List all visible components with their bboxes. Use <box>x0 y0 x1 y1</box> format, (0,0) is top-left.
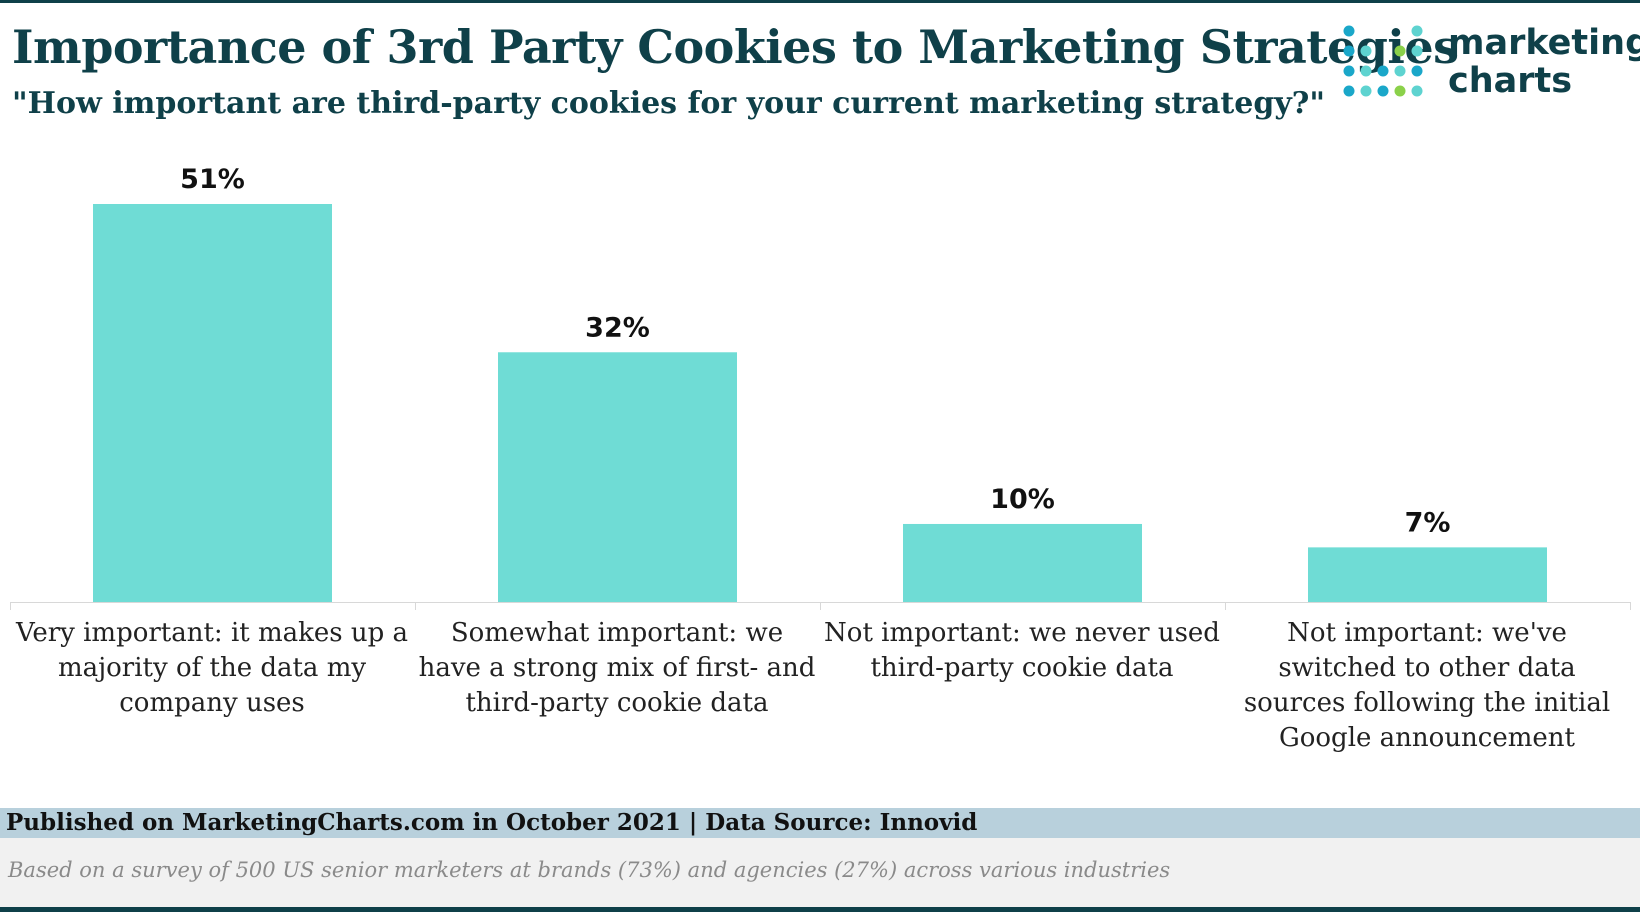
data-label-1: 51% <box>180 164 245 195</box>
logo-line-1: marketing <box>1448 23 1640 63</box>
bar-1 <box>93 204 332 602</box>
marketingcharts-logo: marketing charts <box>1340 22 1640 106</box>
category-label-switched: Not important: we've switched to other d… <box>1243 618 1611 753</box>
data-label-4: 7% <box>1405 507 1451 538</box>
published-source-line: Published on MarketingCharts.com in Octo… <box>6 809 978 836</box>
category-label-never-used: Not important: we never used third-party… <box>824 618 1220 683</box>
category-label-somewhat-important: Somewhat important: we have a strong mix… <box>418 618 816 718</box>
logo-dots-icon <box>1343 25 1423 97</box>
bar-4 <box>1308 547 1547 602</box>
bar-2 <box>498 352 737 602</box>
data-label-2: 32% <box>585 312 650 343</box>
chart-subtitle: "How important are third-party cookies f… <box>12 86 1325 121</box>
bar-chart: 51% 32% 10% 7% <box>10 164 1631 610</box>
chart-title: Importance of 3rd Party Cookies to Marke… <box>12 20 1459 74</box>
footer-band: Published on MarketingCharts.com in Octo… <box>0 808 1640 838</box>
logo-wordmark: marketing charts <box>1448 24 1640 100</box>
survey-note-band: Based on a survey of 500 US senior marke… <box>0 838 1640 907</box>
bottom-rule <box>0 907 1640 912</box>
bar-3 <box>903 523 1142 602</box>
logo-line-2: charts <box>1448 61 1573 101</box>
survey-note: Based on a survey of 500 US senior marke… <box>8 858 1171 882</box>
data-label-3: 10% <box>990 484 1055 515</box>
category-label-very-important: Very important: it makes up a majority o… <box>15 618 409 718</box>
top-rule <box>0 0 1640 3</box>
